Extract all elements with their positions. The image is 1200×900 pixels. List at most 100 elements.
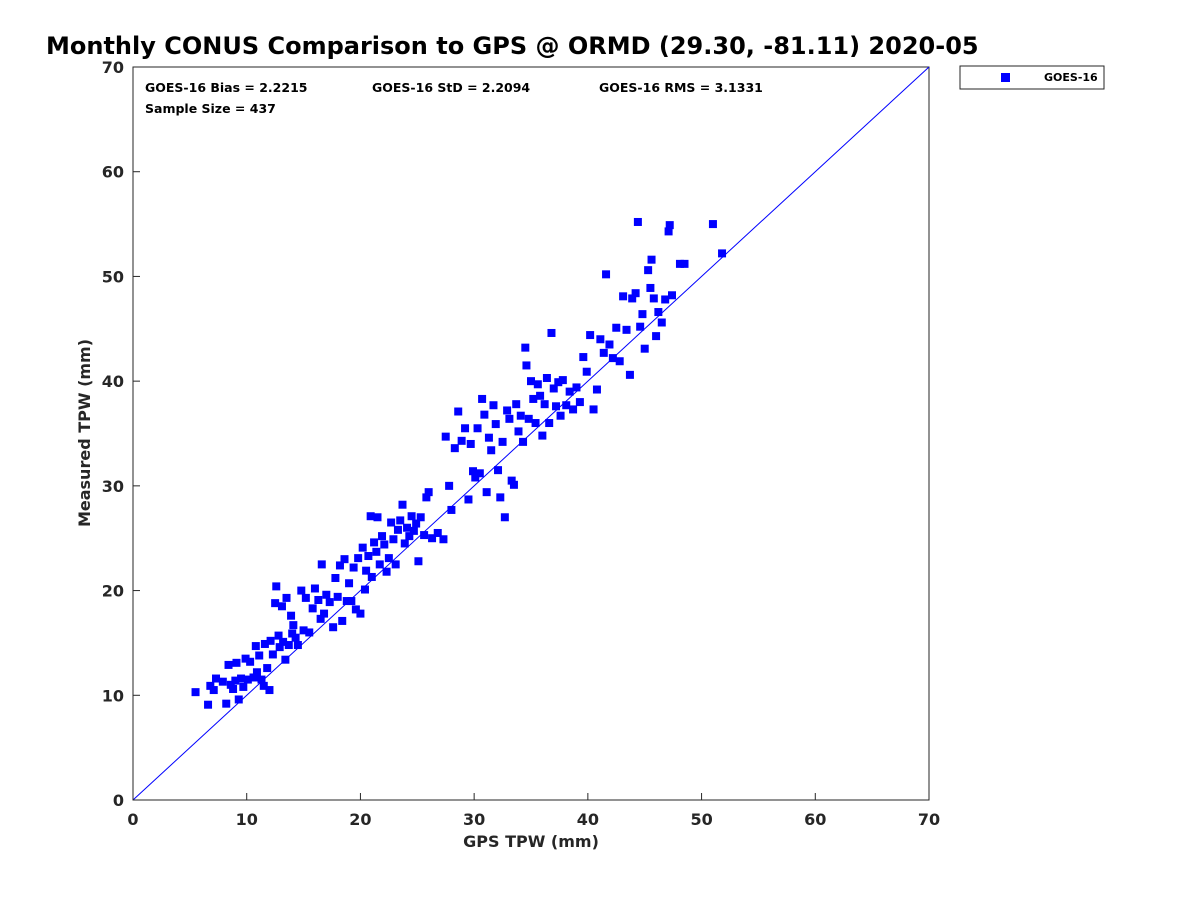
data-point [441, 432, 450, 441]
data-point [366, 512, 375, 521]
x-tick-label: 70 [918, 810, 940, 829]
data-point [407, 512, 416, 521]
data-point [204, 700, 213, 709]
data-point [605, 340, 614, 349]
x-tick-label: 30 [463, 810, 485, 829]
data-point [661, 295, 670, 304]
x-tick-label: 20 [349, 810, 371, 829]
data-point [445, 481, 454, 490]
data-point [447, 505, 456, 514]
data-point [316, 614, 325, 623]
data-point [396, 516, 405, 525]
data-point [375, 560, 384, 569]
data-point [356, 609, 365, 618]
data-point [222, 699, 231, 708]
data-point [608, 354, 617, 363]
data-point [524, 414, 533, 423]
one-to-one-line [132, 66, 930, 801]
data-point [422, 493, 431, 502]
data-point [596, 335, 605, 344]
data-point [572, 383, 581, 392]
data-point [454, 407, 463, 416]
data-point [533, 380, 542, 389]
data-point [284, 641, 293, 650]
y-tick-label: 70 [102, 58, 124, 77]
data-point [646, 283, 655, 292]
data-point [354, 554, 363, 563]
data-point [387, 518, 396, 527]
stat-rms: GOES-16 RMS = 3.1331 [599, 80, 763, 95]
data-point [405, 532, 414, 541]
data-point [384, 554, 393, 563]
data-point [569, 405, 578, 414]
legend: GOES-16 [959, 65, 1105, 90]
y-tick-label: 0 [113, 791, 124, 810]
y-axis-ticks: 0 10 20 30 40 50 60 70 [102, 58, 140, 810]
data-point [628, 294, 637, 303]
data-point [471, 473, 480, 482]
data-point [554, 378, 563, 387]
data-point [498, 437, 507, 446]
data-point [457, 436, 466, 445]
data-point [542, 374, 551, 383]
data-point [428, 534, 437, 543]
data-point [469, 467, 478, 476]
data-point [255, 651, 264, 660]
data-point [360, 585, 369, 594]
data-point [636, 322, 645, 331]
data-point [275, 643, 284, 652]
data-point [218, 677, 227, 686]
data-point [619, 292, 628, 301]
data-point [251, 642, 260, 651]
data-point [252, 668, 261, 677]
data-point [538, 431, 547, 440]
data-point [638, 310, 647, 319]
data-point [268, 650, 277, 659]
data-point [212, 674, 221, 683]
data-point [412, 519, 421, 528]
data-point [367, 572, 376, 581]
data-point [271, 599, 280, 608]
data-point [393, 525, 402, 534]
data-point [473, 424, 482, 433]
data-point [342, 597, 351, 606]
data-point [424, 488, 433, 497]
data-point [480, 410, 489, 419]
data-point [668, 291, 677, 300]
data-point [338, 616, 347, 625]
data-point [317, 560, 326, 569]
data-point [249, 673, 258, 682]
data-point [512, 400, 521, 409]
data-point [229, 685, 238, 694]
data-point [439, 535, 448, 544]
data-point [263, 664, 272, 673]
data-point [370, 538, 379, 547]
data-point [277, 602, 286, 611]
data-point [349, 563, 358, 572]
data-point [579, 353, 588, 362]
y-tick-label: 50 [102, 267, 124, 286]
data-point [260, 639, 269, 648]
data-point [226, 680, 235, 689]
chart-title: Monthly CONUS Comparison to GPS @ ORMD (… [46, 32, 979, 60]
data-point [718, 249, 727, 258]
legend-label: GOES-16 [1044, 71, 1098, 84]
data-point [647, 255, 656, 264]
data-point [347, 597, 356, 606]
data-point [329, 623, 338, 632]
data-point [293, 641, 302, 650]
data-point [631, 289, 640, 298]
data-point [335, 561, 344, 570]
data-point [398, 500, 407, 509]
data-point [519, 437, 528, 446]
data-point [333, 592, 342, 601]
data-point [589, 405, 598, 414]
data-point [239, 682, 248, 691]
data-point [301, 593, 310, 602]
axes-box [132, 66, 930, 801]
data-point [529, 394, 538, 403]
data-point [507, 476, 516, 485]
data-point [516, 411, 525, 420]
data-point [364, 552, 373, 561]
